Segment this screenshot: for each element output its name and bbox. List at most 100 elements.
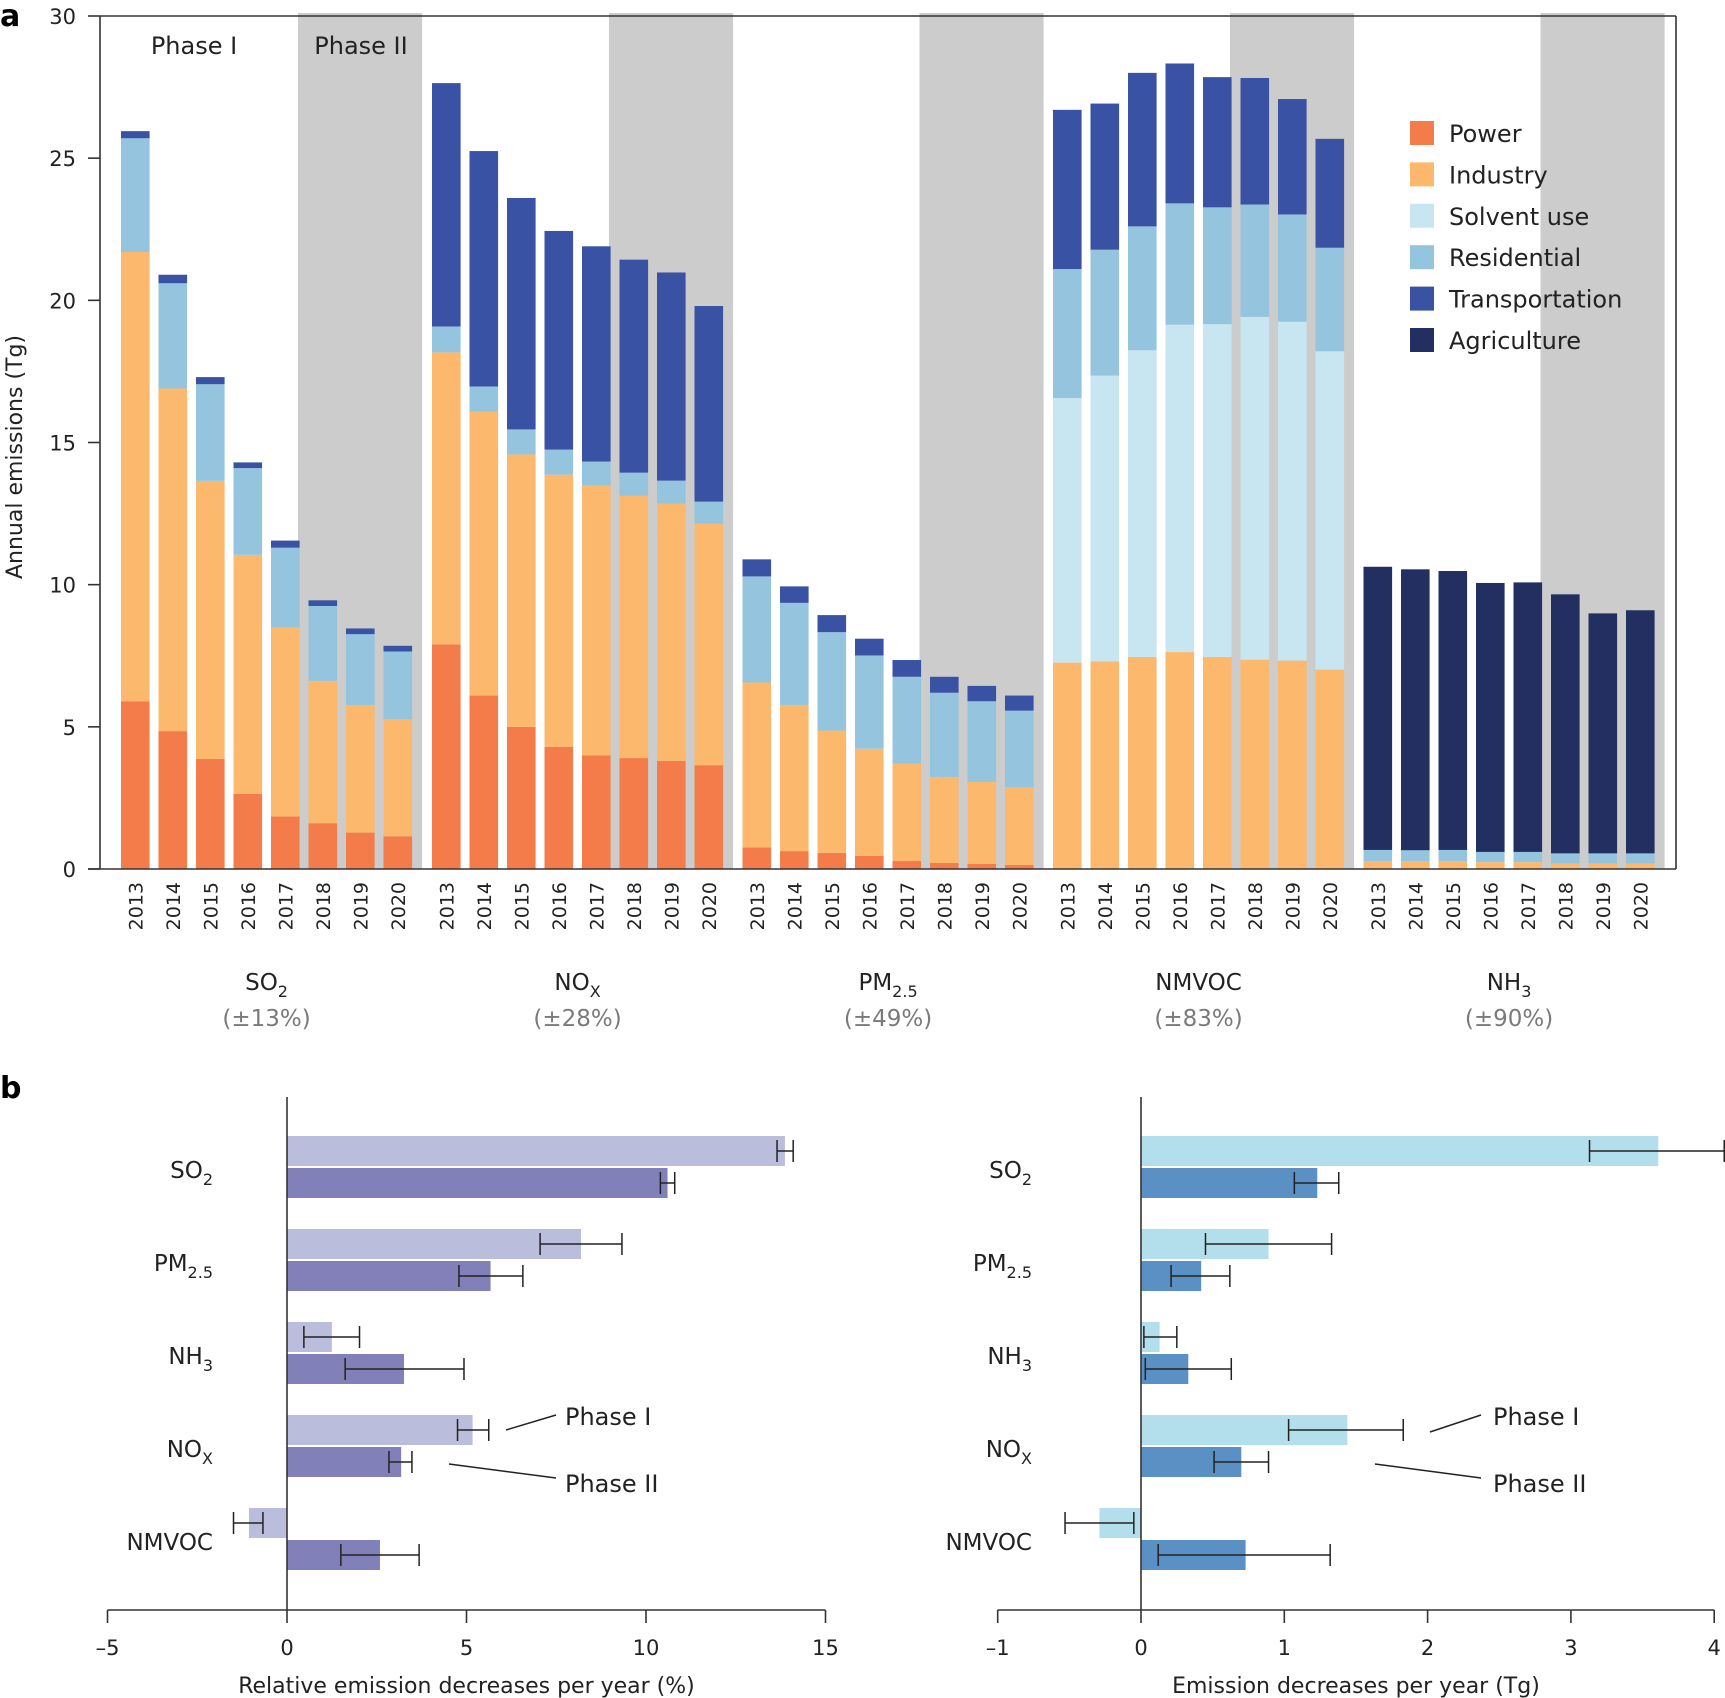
- phase-ii-leader-line: [448, 1463, 557, 1479]
- bar-segment-nox-2017-power: [582, 755, 611, 869]
- pollutant-label-main: NO: [554, 970, 589, 996]
- bar-segment-nmvoc-2018-transportation: [1240, 77, 1270, 205]
- category-label-subscript: 3: [203, 1356, 213, 1375]
- bar-segment-nmvoc-2013-solvent-use: [1053, 398, 1082, 663]
- bar-segment-nh3-2019-agriculture: [1588, 613, 1618, 854]
- year-tick-label: 2019: [1282, 882, 1304, 930]
- bar-segment-nmvoc-2017-solvent-use: [1203, 324, 1232, 657]
- bar-segment-nh3-2020-agriculture: [1626, 610, 1655, 854]
- bar-segment-nox-2019-industry: [657, 503, 686, 761]
- phase-ii-annotation: Phase II: [1493, 1470, 1586, 1498]
- year-tick-label: 2019: [661, 882, 683, 930]
- bar-segment-nh3-2016-agriculture: [1476, 582, 1505, 852]
- bar-so2-phase-i: [1141, 1136, 1659, 1166]
- bar-segment-nh3-2016-industry: [1476, 862, 1505, 869]
- bar-segment-nmvoc-2014-solvent-use: [1090, 375, 1120, 662]
- year-tick-label: 2018: [1555, 882, 1577, 930]
- bar-segment-nh3-2015-residential: [1438, 849, 1468, 862]
- bar-segment-pm25-2018-industry: [930, 776, 959, 864]
- bar-segment-nmvoc-2014-residential: [1090, 249, 1120, 376]
- bar-segment-nox-2013-power: [432, 644, 461, 869]
- bar-segment-so2-2015-transportation: [196, 377, 225, 385]
- year-tick-label: 2014: [1405, 882, 1427, 930]
- year-tick-label: 2013: [1368, 882, 1390, 930]
- bar-pm25-phase-ii: [287, 1261, 491, 1291]
- pollutant-label-main: SO: [245, 970, 278, 996]
- year-tick-label: 2013: [436, 882, 458, 930]
- phase-i-leader-line: [505, 1414, 557, 1431]
- year-tick-label: 2017: [1518, 882, 1540, 930]
- year-tick-label: 2019: [972, 882, 994, 930]
- category-label: NOX: [167, 1437, 213, 1468]
- phase-ii-annotation: Phase II: [565, 1470, 658, 1498]
- phase-i-label: Phase I: [151, 32, 237, 60]
- legend-swatch-agriculture: [1410, 328, 1434, 352]
- bar-segment-so2-2014-industry: [158, 388, 188, 732]
- bar-segment-pm25-2020-residential: [1005, 710, 1034, 788]
- y-tick-label: 10: [49, 574, 76, 598]
- bar-segment-so2-2019-transportation: [346, 628, 375, 635]
- bar-segment-nox-2018-industry: [619, 495, 649, 759]
- bar-segment-nh3-2019-residential: [1588, 853, 1618, 864]
- bar-segment-so2-2016-power: [233, 793, 263, 869]
- bar-segment-so2-2015-industry: [196, 480, 225, 759]
- bar-segment-pm25-2014-power: [780, 851, 809, 869]
- bar-segment-nox-2017-residential: [582, 461, 611, 486]
- bar-segment-nmvoc-2014-transportation: [1090, 103, 1120, 250]
- pollutant-label: SO2: [245, 970, 288, 1001]
- y-tick-label: 15: [49, 432, 76, 456]
- bar-segment-nmvoc-2018-solvent-use: [1240, 316, 1270, 660]
- bar-segment-pm25-2013-power: [742, 847, 772, 869]
- bar-segment-nmvoc-2015-transportation: [1128, 72, 1157, 227]
- bar-segment-nh3-2013-industry: [1363, 861, 1393, 869]
- legend-swatch-power: [1410, 121, 1434, 145]
- category-label: NMVOC: [126, 1530, 213, 1556]
- bar-segment-nh3-2019-industry: [1588, 863, 1618, 869]
- category-label-subscript: 2: [203, 1170, 213, 1189]
- bar-segment-pm25-2014-industry: [780, 704, 809, 852]
- legend-swatch-residential: [1410, 245, 1434, 270]
- year-tick-label: 2018: [313, 882, 335, 930]
- uncertainty-label: (±28%): [533, 1006, 621, 1032]
- bar-segment-nmvoc-2018-residential: [1240, 204, 1270, 317]
- x-tick-label: 15: [812, 1636, 839, 1660]
- year-tick-label: 2018: [934, 882, 956, 930]
- year-tick-label: 2017: [275, 882, 297, 930]
- bar-segment-pm25-2016-residential: [855, 655, 884, 749]
- bar-segment-nh3-2018-agriculture: [1551, 594, 1580, 854]
- year-tick-label: 2016: [549, 882, 571, 930]
- year-tick-label: 2017: [586, 882, 608, 930]
- bar-segment-so2-2019-power: [346, 832, 375, 869]
- bar-segment-so2-2018-residential: [308, 605, 338, 681]
- bar-segment-so2-2020-residential: [383, 651, 413, 720]
- bar-segment-nmvoc-2014-industry: [1090, 661, 1120, 869]
- bar-segment-nmvoc-2019-residential: [1278, 214, 1307, 322]
- bar-segment-pm25-2019-power: [967, 863, 997, 869]
- panel-a-stacked-bar-chart: 2013 2014 2015 2016 2017 2018 2019 2020SO2(±13%…: [3, 5, 1677, 1032]
- bar-so2-phase-ii: [1141, 1168, 1318, 1198]
- bar-segment-nmvoc-2015-industry: [1128, 656, 1157, 869]
- bar-segment-pm25-2014-transportation: [780, 586, 809, 603]
- bar-segment-nox-2019-power: [657, 760, 686, 869]
- bar-segment-pm25-2017-industry: [892, 763, 922, 862]
- bar-segment-nmvoc-2015-residential: [1128, 226, 1157, 351]
- bar-segment-pm25-2019-transportation: [967, 685, 997, 702]
- bar-segment-nox-2020-power: [694, 765, 724, 869]
- year-tick-label: 2015: [1443, 882, 1465, 930]
- bar-segment-nox-2015-power: [507, 726, 536, 869]
- bar-segment-so2-2015-power: [196, 758, 225, 869]
- bar-segment-nh3-2015-industry: [1438, 861, 1468, 869]
- year-tick-label: 2016: [238, 882, 260, 930]
- category-label: NH3: [987, 1344, 1032, 1375]
- bar-segment-nh3-2016-residential: [1476, 851, 1505, 863]
- bar-segment-nh3-2020-industry: [1626, 863, 1655, 869]
- bar-segment-nmvoc-2019-transportation: [1278, 99, 1307, 215]
- bar-segment-nh3-2018-residential: [1551, 853, 1580, 864]
- bar-segment-nh3-2017-agriculture: [1513, 582, 1543, 852]
- x-tick-label: 0: [1134, 1636, 1147, 1660]
- bar-segment-so2-2018-power: [308, 823, 338, 869]
- bar-segment-nox-2015-transportation: [507, 197, 536, 430]
- bar-segment-nox-2014-residential: [469, 386, 499, 412]
- category-label-main: NH: [987, 1344, 1022, 1370]
- x-tick-label: 2: [1421, 1636, 1434, 1660]
